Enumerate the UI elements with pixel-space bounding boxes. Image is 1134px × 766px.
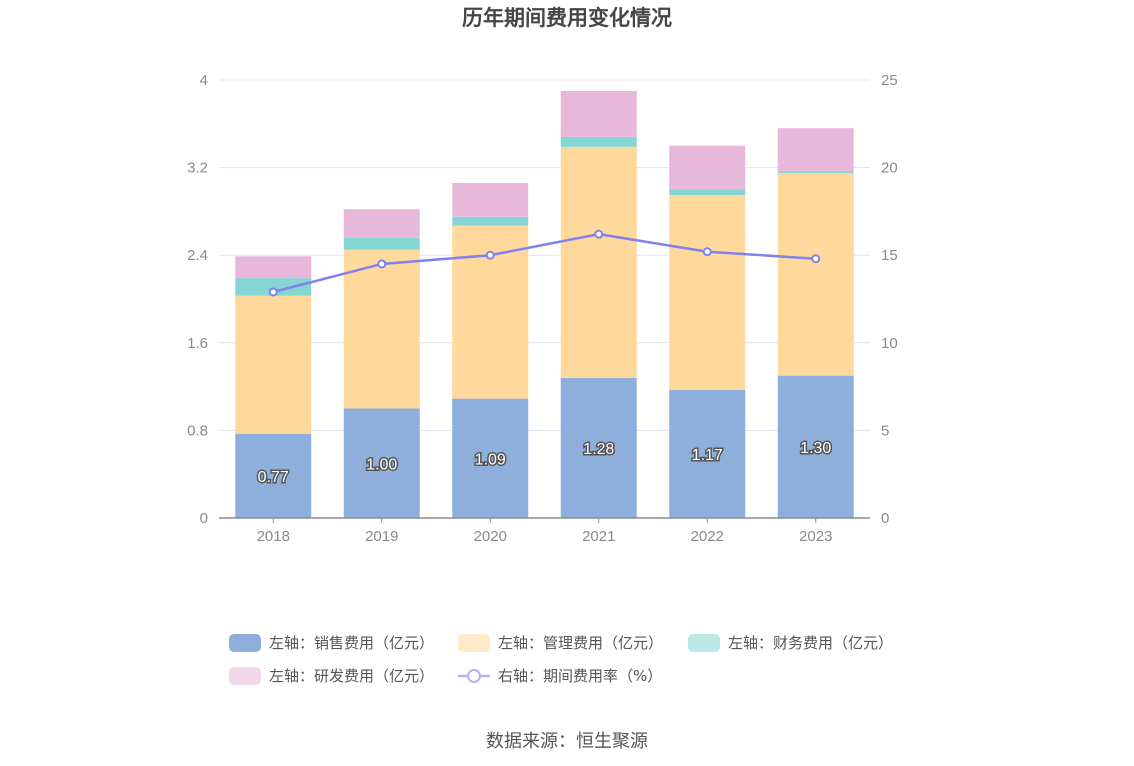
bar-segment-s0-2019 bbox=[343, 408, 420, 518]
left-tick-label: 0.8 bbox=[187, 422, 208, 439]
right-tick-label: 20 bbox=[881, 160, 898, 177]
legend-item[interactable]: 右轴：期间费用率（%） bbox=[458, 667, 662, 685]
right-tick-label: 25 bbox=[881, 72, 898, 89]
legend-item[interactable]: 左轴：研发费用（亿元） bbox=[229, 667, 434, 685]
x-tick-label: 2022 bbox=[691, 528, 724, 545]
bar-segment-s2-2018 bbox=[235, 278, 312, 296]
data-label: 1.00 bbox=[366, 456, 397, 473]
legend-label: 左轴：研发费用（亿元） bbox=[269, 667, 434, 685]
right-tick-label: 10 bbox=[881, 335, 898, 352]
bar-segment-s3-2018 bbox=[235, 256, 312, 279]
bar-segment-s0-2023 bbox=[777, 375, 854, 518]
bar-segment-s3-2020 bbox=[452, 182, 529, 217]
bar-segment-s3-2022 bbox=[669, 145, 746, 190]
rate-series-line bbox=[272, 232, 816, 294]
bar-segment-s1-2022 bbox=[669, 194, 746, 390]
bar-segment-s1-2019 bbox=[343, 249, 420, 409]
bar-segment-s1-2023 bbox=[777, 173, 854, 376]
x-tick-label: 2018 bbox=[257, 528, 290, 545]
legend-label: 右轴：期间费用率（%） bbox=[498, 667, 662, 685]
left-tick-label: 3.2 bbox=[187, 160, 208, 177]
legend-swatch-icon bbox=[229, 667, 261, 685]
legend-marker-icon bbox=[467, 669, 481, 683]
bar-segment-s1-2021 bbox=[560, 146, 637, 378]
bar-segment-s2-2022 bbox=[669, 189, 746, 195]
data-label: 1.28 bbox=[583, 441, 614, 458]
left-tick-label: 1.6 bbox=[187, 335, 208, 352]
bar-segment-s2-2020 bbox=[452, 216, 529, 226]
legend-item[interactable]: 左轴：管理费用（亿元） bbox=[458, 634, 663, 652]
rate-point bbox=[702, 247, 712, 257]
x-tick-label: 2021 bbox=[582, 528, 615, 545]
bar-segment-s3-2019 bbox=[343, 209, 420, 238]
data-label: 1.17 bbox=[692, 447, 723, 464]
legend-label: 左轴：财务费用（亿元） bbox=[728, 634, 893, 652]
x-axis: 2018 2019 2020 2021 2022 2023 bbox=[219, 517, 870, 545]
right-tick-label: 0 bbox=[881, 510, 889, 527]
legend[interactable]: 左轴：销售费用（亿元） 左轴：管理费用（亿元） 左轴：财务费用（亿元） 左轴：研发费用… bbox=[229, 634, 893, 685]
bar-segment-s0-2020 bbox=[452, 398, 529, 518]
bar-segment-s0-2022 bbox=[669, 389, 746, 518]
legend-swatch-icon bbox=[229, 634, 261, 652]
rate-point bbox=[594, 229, 604, 239]
data-label: 1.30 bbox=[800, 440, 831, 457]
legend-label: 左轴：管理费用（亿元） bbox=[498, 634, 663, 652]
left-tick-label: 4 bbox=[200, 72, 208, 89]
data-label: 0.77 bbox=[258, 469, 289, 486]
left-axis: 0 0.8 1.6 2.4 3.2 4 bbox=[187, 72, 208, 527]
right-tick-label: 5 bbox=[881, 422, 889, 439]
rate-point bbox=[268, 287, 278, 297]
bar-segment-s2-2021 bbox=[560, 136, 637, 147]
left-tick-label: 2.4 bbox=[187, 247, 208, 264]
data-label: 1.09 bbox=[475, 451, 506, 468]
source-note: 数据来源：恒生聚源 bbox=[486, 731, 648, 752]
rate-point bbox=[485, 250, 495, 260]
x-tick-label: 2023 bbox=[799, 528, 832, 545]
bar-segment-s3-2021 bbox=[560, 90, 637, 137]
x-tick-label: 2019 bbox=[365, 528, 398, 545]
rate-line bbox=[268, 229, 821, 297]
right-axis: 0 5 10 15 20 25 bbox=[881, 72, 898, 527]
legend-swatch-icon bbox=[458, 634, 490, 652]
bar-segment-s1-2018 bbox=[235, 295, 312, 434]
rate-point bbox=[377, 259, 387, 269]
bar-segment-s2-2023 bbox=[777, 170, 854, 174]
x-tick-label: 2020 bbox=[474, 528, 507, 545]
bar-segment-s0-2021 bbox=[560, 377, 637, 518]
bars: 0.77 1.00 1.09 1.28 1.17 1.30 bbox=[235, 90, 854, 518]
right-tick-label: 15 bbox=[881, 247, 898, 264]
rate-point bbox=[811, 254, 821, 264]
bar-segment-s0-2018 bbox=[235, 433, 312, 518]
grid bbox=[219, 79, 870, 431]
legend-swatch-icon bbox=[688, 634, 720, 652]
bar-segment-s2-2019 bbox=[343, 237, 420, 250]
chart-title: 历年期间费用变化情况 bbox=[462, 6, 672, 30]
bar-segment-s3-2023 bbox=[777, 128, 854, 171]
legend-item[interactable]: 左轴：财务费用（亿元） bbox=[688, 634, 893, 652]
legend-label: 左轴：销售费用（亿元） bbox=[269, 634, 434, 652]
legend-item[interactable]: 左轴：销售费用（亿元） bbox=[229, 634, 434, 652]
left-tick-label: 0 bbox=[200, 510, 208, 527]
